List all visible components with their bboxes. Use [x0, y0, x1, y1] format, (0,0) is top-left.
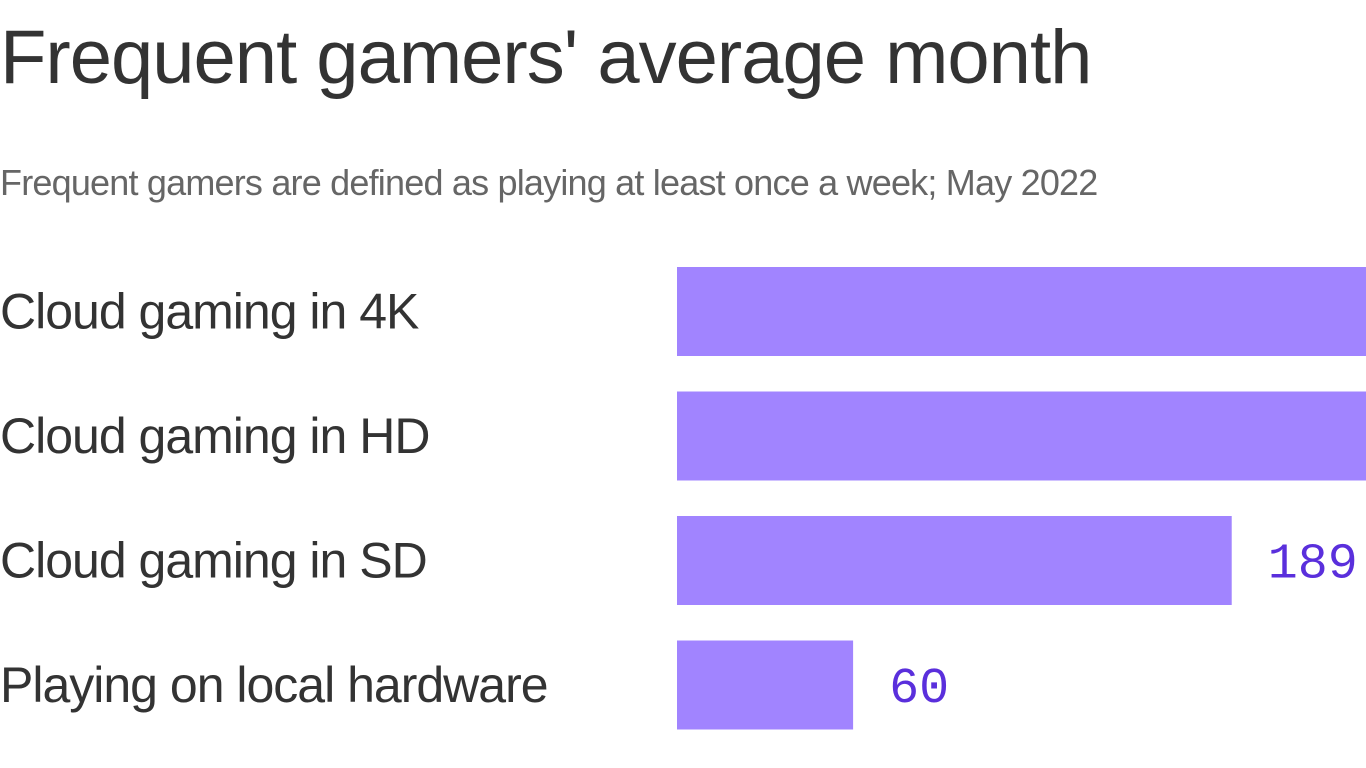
- category-label: Cloud gaming in 4K: [0, 284, 419, 340]
- bar: [677, 640, 854, 730]
- value-label: 189: [1268, 537, 1358, 594]
- category-label: Cloud gaming in HD: [0, 408, 429, 464]
- bar: [677, 516, 1232, 605]
- value-label: 60: [889, 661, 949, 718]
- chart-subtitle: Frequent gamers are defined as playing a…: [0, 162, 1098, 203]
- bar: [677, 391, 1366, 481]
- category-label: Playing on local hardware: [0, 657, 548, 713]
- category-label: Cloud gaming in SD: [0, 533, 427, 589]
- chart-title: Frequent gamers' average month: [0, 15, 1092, 100]
- bar: [677, 267, 1366, 356]
